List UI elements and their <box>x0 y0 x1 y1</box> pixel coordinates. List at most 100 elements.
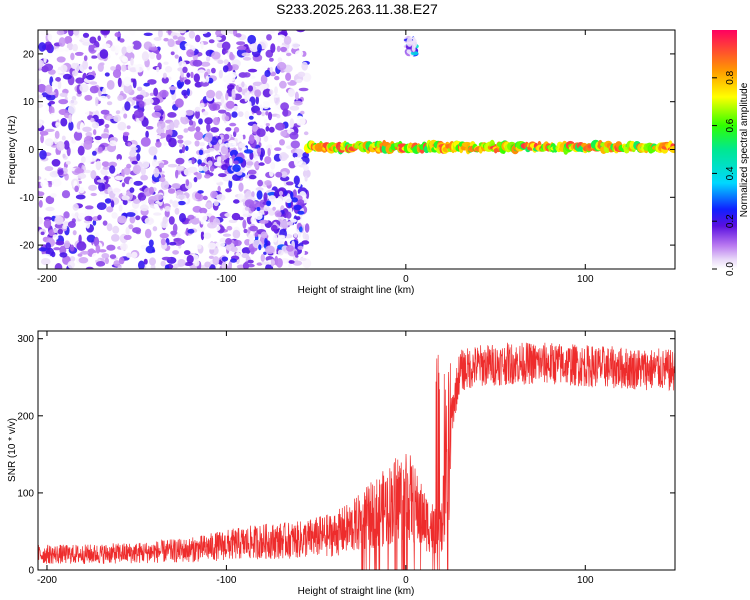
spectrogram-cell <box>163 142 167 146</box>
spectrogram-cell <box>39 150 47 160</box>
spectrogram-cell <box>261 111 265 117</box>
spectrogram-cell <box>145 126 154 130</box>
spectrogram-cell <box>303 131 309 136</box>
spectrogram-cell <box>265 144 274 151</box>
spectrogram-cell <box>82 32 90 38</box>
spectrogram-cell <box>195 126 201 132</box>
spectrogram-cell <box>305 233 310 242</box>
spectrogram-cell <box>40 231 45 236</box>
spectrogram-cell <box>62 153 66 158</box>
spectrogram-cell <box>264 69 271 78</box>
spectrogram-cell <box>157 30 163 38</box>
spectrogram-cell <box>73 30 80 36</box>
spectrogram-cell <box>90 192 97 197</box>
spectrogram-cell <box>290 140 300 149</box>
spectrogram-cell <box>286 52 292 57</box>
spectrogram-cell <box>186 237 196 248</box>
spectrogram-cell <box>167 163 178 168</box>
spectrogram-cell <box>263 192 268 202</box>
spectrogram-cell <box>266 34 272 41</box>
spectrogram-cell <box>177 259 186 267</box>
spectrogram-cell <box>228 219 238 224</box>
spectrogram-cell <box>158 162 165 169</box>
spectrogram-cell <box>38 42 46 52</box>
spectrogram-cell <box>84 94 93 101</box>
spectrogram-cell <box>95 139 100 144</box>
spectrogram-cell <box>276 45 281 53</box>
spectrogram-cell <box>106 223 113 232</box>
spectrogram-cell <box>218 139 223 145</box>
spectrogram-cell <box>247 34 257 45</box>
spectrogram-cell <box>198 118 203 125</box>
spectrogram-cell <box>211 67 216 74</box>
spectrogram-cell <box>262 88 272 98</box>
spectrogram-cell <box>72 203 79 211</box>
spectrogram-cell <box>255 187 264 192</box>
spectrogram-cell <box>66 42 74 51</box>
spectrogram-cell <box>210 127 220 133</box>
spectrogram-cell <box>62 73 72 80</box>
spectrogram-cell <box>270 162 276 170</box>
spectrogram-cell <box>55 48 65 53</box>
spectrogram-cell <box>175 169 179 179</box>
spectrogram-cell <box>68 104 76 115</box>
spectrogram-cell <box>208 255 214 259</box>
spectrogram-cell <box>248 101 252 108</box>
spectrogram-cell <box>167 222 172 231</box>
spectrogram-cell <box>171 183 181 189</box>
spectrogram-cell <box>62 224 68 230</box>
spectrogram-cell <box>108 161 118 168</box>
spectrogram-cell <box>130 57 134 66</box>
spectrogram-cell <box>205 202 214 209</box>
spectrogram-cell <box>96 261 106 267</box>
spectrogram-cell <box>104 198 112 204</box>
spectrogram-cell <box>111 234 120 242</box>
spectrogram-cell <box>132 164 141 175</box>
spectrogram-cell <box>236 45 247 51</box>
spectrogram-cell <box>264 180 272 186</box>
spectrogram-cell <box>59 252 68 258</box>
spectrogram-cell <box>298 87 309 92</box>
spectrogram-cell <box>221 256 229 262</box>
spectrogram-cell <box>183 250 191 256</box>
spectrogram-cell <box>229 51 234 60</box>
spectrogram-cell <box>50 193 57 198</box>
spectrogram-cell <box>177 36 186 42</box>
snr-x-ticks: -200 -100 0 100 <box>37 331 594 586</box>
spectrogram-cell <box>117 95 124 101</box>
spectrogram-cell <box>86 74 95 80</box>
spectrogram-cell <box>185 109 194 116</box>
spectrogram-cell <box>289 118 295 128</box>
spectrogram-cell <box>178 60 187 69</box>
spectrogram-cell <box>139 204 149 212</box>
spectrogram-cell <box>293 250 298 256</box>
spectrogram-cell <box>135 215 141 221</box>
spectrogram-cell <box>186 254 194 264</box>
spectrogram-cell <box>153 194 164 201</box>
spectrogram-cell <box>83 55 88 62</box>
spectrogram-cell <box>140 166 146 176</box>
spectrogram-cell <box>285 211 292 219</box>
spectrogram-cell <box>241 247 251 255</box>
spectrogram-cell <box>125 226 130 236</box>
spectrogram-cell <box>221 261 227 269</box>
spectrogram-cell <box>122 260 132 268</box>
spectrogram-cell <box>187 166 198 173</box>
spectrogram-cell <box>124 101 131 111</box>
spectrogram-cell <box>274 86 278 95</box>
spectrogram-cell <box>191 156 195 165</box>
spectrogram-cell <box>244 261 249 269</box>
spectrogram-cell <box>84 155 93 164</box>
spectrogram-cell <box>279 80 287 89</box>
spectrogram-cell <box>287 224 297 235</box>
spectrogram-cell <box>95 160 102 171</box>
snr-panel: -200 -100 0 100 0 100 200 300 Height of straig… <box>7 330 676 597</box>
spectrogram-cell <box>209 103 218 111</box>
spectrogram-cell <box>269 89 274 95</box>
spectrogram-cell <box>248 85 253 92</box>
spectrogram-cell <box>195 213 200 219</box>
spectrogram-cell <box>274 75 280 81</box>
spectrogram-cell <box>197 224 206 232</box>
spectrogram-cell <box>131 147 138 151</box>
spectrogram-cell <box>38 78 41 84</box>
